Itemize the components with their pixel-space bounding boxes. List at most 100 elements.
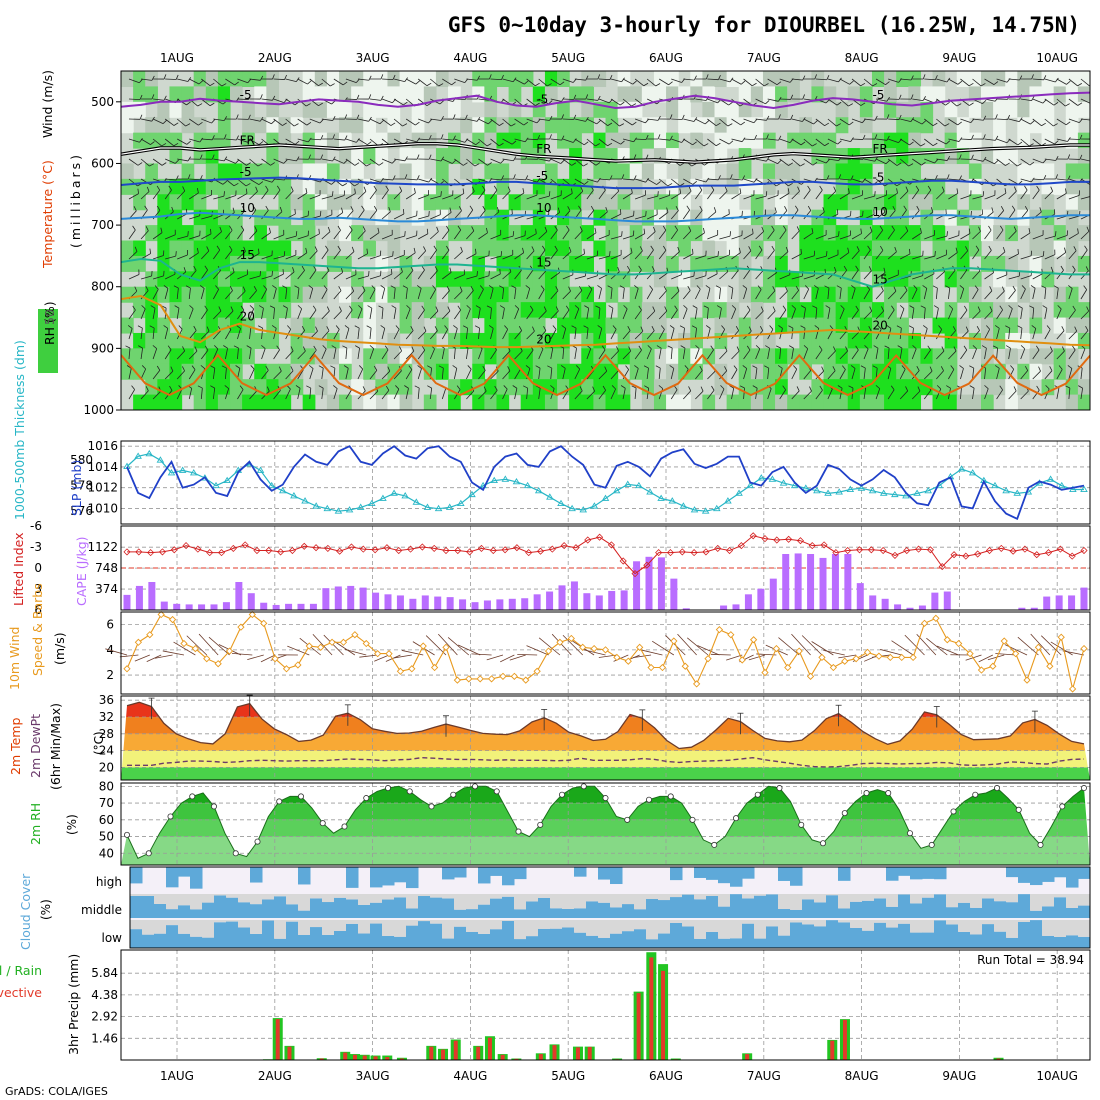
cloud-cell-1 bbox=[550, 908, 563, 918]
wind-barb-flag bbox=[822, 207, 825, 213]
wind-barb bbox=[984, 229, 992, 240]
wind-barb-flag bbox=[229, 286, 233, 291]
rh-cell bbox=[193, 317, 207, 334]
rh-cell bbox=[363, 148, 376, 165]
rh-cell bbox=[653, 255, 667, 272]
wind-barb-flag bbox=[746, 345, 751, 351]
wind-barb bbox=[659, 138, 671, 141]
rh-cell bbox=[230, 332, 243, 349]
wind-barb-flag bbox=[547, 365, 552, 369]
wind-barb bbox=[586, 189, 594, 200]
cloud-cell-0 bbox=[298, 867, 311, 885]
rh-cell bbox=[726, 317, 740, 334]
rh-cell bbox=[205, 286, 219, 303]
wind-barb bbox=[948, 369, 955, 380]
wind10-marker bbox=[203, 655, 211, 663]
wind-barb-flag bbox=[596, 120, 601, 125]
cloud-cell-1 bbox=[394, 897, 407, 918]
rh-cell bbox=[278, 225, 292, 242]
rh-cell bbox=[762, 225, 776, 242]
wind10-marker bbox=[852, 655, 860, 663]
lifted-index-marker bbox=[891, 551, 899, 559]
wind-barb-flag bbox=[608, 305, 614, 309]
cloud-clear-2 bbox=[586, 920, 599, 936]
wind-barb-flag bbox=[1005, 325, 1010, 329]
wind-barb bbox=[502, 190, 511, 200]
wind-barb-flag bbox=[713, 207, 717, 213]
rh-cell bbox=[205, 132, 219, 149]
wind-barb-flag bbox=[916, 205, 920, 211]
wind-barb-flag bbox=[391, 305, 397, 309]
wind-barb bbox=[369, 275, 381, 280]
cape-bar bbox=[1018, 607, 1026, 610]
wind-barb-flag bbox=[971, 154, 974, 160]
rh-cell bbox=[544, 225, 558, 242]
wind-barb bbox=[622, 78, 633, 85]
wind-barb bbox=[128, 158, 139, 166]
wind-barb bbox=[1068, 250, 1077, 260]
wind-barb-flag bbox=[239, 385, 244, 390]
rh-cell bbox=[375, 163, 389, 180]
cloud-cell-0 bbox=[670, 867, 683, 881]
wind-barb bbox=[164, 158, 176, 164]
wind-barb-flag bbox=[1011, 205, 1016, 211]
wind-barb-flag bbox=[645, 134, 649, 140]
cloud-cell-2 bbox=[286, 921, 299, 948]
rh-cell bbox=[956, 255, 970, 272]
wind-barb-flag bbox=[457, 225, 462, 231]
wind10-marker bbox=[955, 639, 963, 648]
wind-barb-flag bbox=[380, 285, 385, 289]
wind-barb bbox=[405, 350, 415, 360]
rh2m-marker bbox=[733, 815, 740, 822]
cape-bar bbox=[446, 597, 454, 610]
wind-barb bbox=[839, 118, 850, 126]
rh-cell bbox=[847, 255, 861, 272]
wind-barb-flag bbox=[358, 365, 363, 370]
rh-cell bbox=[133, 194, 146, 211]
wind-barb bbox=[791, 308, 796, 320]
wind-barb-flag bbox=[295, 385, 301, 389]
cloud-clear-1 bbox=[190, 894, 203, 910]
rh-cell bbox=[532, 86, 546, 103]
wind-barb bbox=[345, 193, 356, 200]
wind-barb bbox=[490, 138, 500, 147]
wind-barb bbox=[514, 138, 526, 143]
rh-cell bbox=[435, 240, 449, 257]
rh-cell bbox=[871, 255, 885, 272]
wind-barb-flag bbox=[821, 366, 824, 372]
wind-barb-flag bbox=[486, 305, 492, 309]
isotherm-label-15-2: 15 bbox=[872, 273, 887, 287]
rh-cell bbox=[351, 117, 364, 134]
wind-barb-flag bbox=[676, 286, 680, 292]
wind-barb bbox=[863, 348, 869, 360]
rh-cell bbox=[629, 255, 643, 272]
wind-barb-flag bbox=[910, 75, 914, 81]
rh-cell bbox=[811, 379, 825, 396]
wind-barb-flag bbox=[788, 325, 794, 329]
rh-cell bbox=[1065, 363, 1079, 380]
wind-barb-flag bbox=[399, 346, 402, 352]
wind-barb-flag bbox=[523, 385, 528, 389]
wind-barb-flag bbox=[301, 325, 306, 331]
wind-barb-flag bbox=[161, 162, 167, 166]
wind-barb bbox=[1068, 78, 1078, 87]
cloud-clear-1 bbox=[418, 894, 431, 897]
rh-cell bbox=[399, 302, 413, 319]
wind10-marker bbox=[134, 638, 143, 646]
wind-barb-flag bbox=[175, 175, 179, 181]
wind-barb-flag bbox=[1067, 154, 1071, 160]
wind-barb bbox=[887, 290, 897, 300]
isotherm-10 bbox=[121, 211, 1090, 223]
rh-cell bbox=[726, 101, 740, 118]
rh-cell bbox=[496, 132, 510, 149]
wind-barb-flag bbox=[536, 177, 541, 183]
wind-barb-flag bbox=[1031, 96, 1035, 101]
rh-cell bbox=[363, 286, 376, 303]
wind-barb-flag bbox=[956, 188, 959, 194]
rh-cell bbox=[1065, 394, 1079, 410]
rh-cell bbox=[157, 101, 171, 118]
wind-barb bbox=[490, 370, 499, 380]
wind-barb-flag bbox=[588, 285, 593, 290]
wind-barb-flag bbox=[392, 74, 396, 80]
cloud-cell-2 bbox=[886, 927, 899, 948]
